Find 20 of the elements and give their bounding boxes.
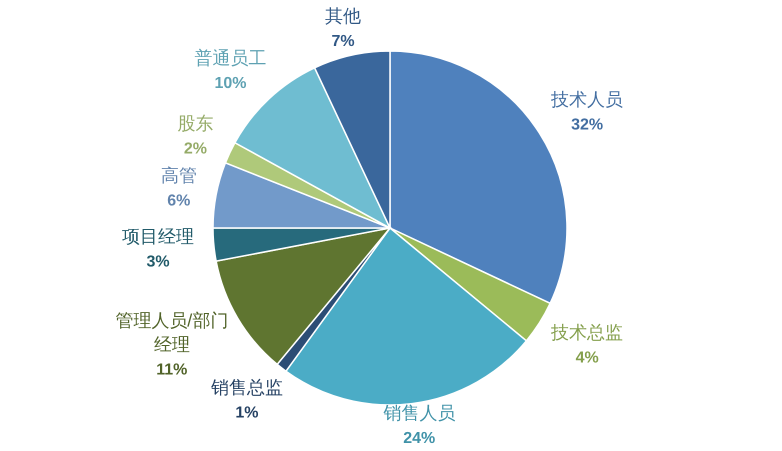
data-label: 2%	[184, 140, 208, 158]
data-label: 7%	[332, 33, 355, 50]
data-label: 11%	[156, 362, 188, 379]
data-label: 6%	[167, 192, 190, 210]
slice-label: 股东	[177, 114, 214, 134]
slice-label: 其他	[325, 6, 362, 26]
data-label: 3%	[146, 253, 170, 270]
slice-label: 技术人员	[550, 90, 624, 110]
data-label: 10%	[214, 74, 247, 92]
slice-label: 技术总监	[550, 322, 624, 342]
slice-label: 管理人员/部门经理	[115, 310, 228, 355]
slice-label: 销售总监	[210, 377, 283, 398]
slice-label: 销售人员	[382, 403, 456, 423]
data-label: 4%	[576, 349, 599, 366]
slice-label: 高管	[160, 165, 197, 186]
data-label: 24%	[403, 430, 436, 447]
data-label: 1%	[235, 404, 258, 422]
data-label: 32%	[571, 116, 604, 134]
slice-label: 普通员工	[194, 48, 266, 68]
slice-label: 项目经理	[122, 226, 194, 246]
